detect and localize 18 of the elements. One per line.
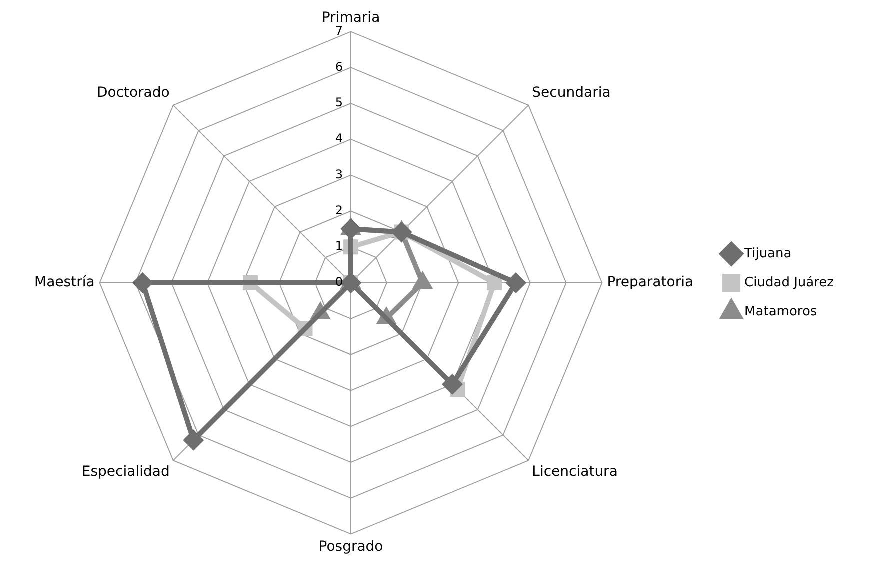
y-tick-label: 1: [335, 239, 343, 254]
spoke-label: Primaria: [322, 10, 380, 26]
legend-label: Matamoros: [744, 304, 818, 320]
y-tick-label: 4: [335, 132, 343, 146]
y-tick-label: 2: [335, 203, 343, 218]
spoke-label: Secundaria: [532, 85, 611, 102]
spoke-label: Especialidad: [82, 464, 170, 480]
spoke-label: Doctorado: [96, 85, 170, 102]
y-tick-label: 6: [335, 60, 343, 74]
spoke-label: Preparatoria: [607, 274, 694, 291]
y-tick-label: 3: [335, 167, 343, 182]
y-tick-label: 5: [335, 96, 343, 110]
legend-label: Tijuana: [744, 246, 792, 262]
y-tick-label: 7: [335, 24, 343, 38]
spoke-label: Posgrado: [318, 539, 384, 556]
spoke-label: Maestría: [34, 274, 95, 291]
legend-label: Ciudad Juárez: [744, 275, 834, 290]
spoke-label: Licenciatura: [532, 464, 618, 480]
